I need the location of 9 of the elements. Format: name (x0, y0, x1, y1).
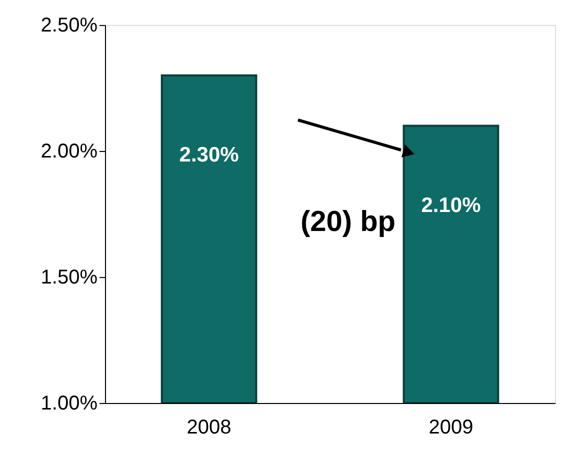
annotation: (20) bp (300, 206, 396, 238)
x-tick-label: 2008 (186, 416, 232, 438)
y-tick-label: 2.00% (40, 140, 98, 162)
data-label: 2.10% (421, 194, 482, 217)
y-tick-label: 1.50% (40, 266, 98, 288)
x-tick-label: 2009 (428, 416, 474, 438)
data-label: 2.30% (179, 143, 240, 166)
y-tick-label: 1.00% (40, 392, 98, 414)
y-tick-label: 2.50% (40, 14, 98, 36)
